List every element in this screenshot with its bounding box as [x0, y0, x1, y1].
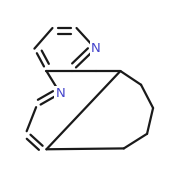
- Text: N: N: [55, 87, 65, 100]
- Text: N: N: [91, 42, 100, 55]
